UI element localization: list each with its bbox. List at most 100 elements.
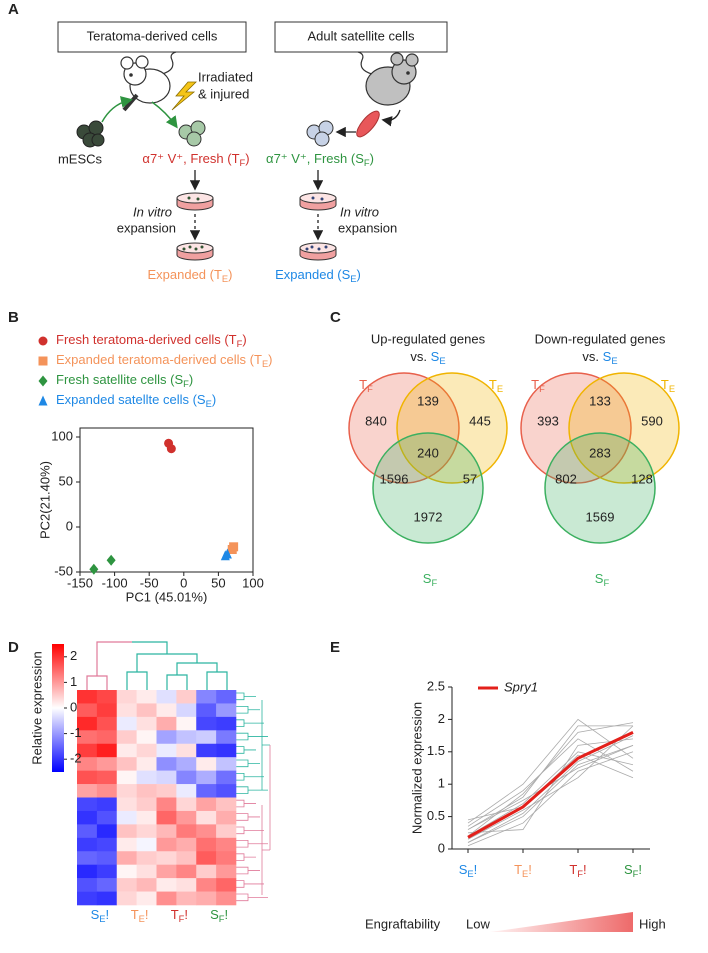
diagram-icons bbox=[57, 21, 448, 261]
heatmap-cell bbox=[196, 824, 217, 839]
diagram-label: mESCs bbox=[58, 151, 103, 166]
x-tick-label-text: S bbox=[210, 907, 219, 922]
gene-line bbox=[467, 718, 634, 824]
heatmap-cell bbox=[216, 770, 237, 785]
venn-count: 445 bbox=[469, 413, 491, 428]
legend-label-text: Expanded teratoma-derived cells (T bbox=[56, 352, 262, 367]
venn-set-label: TF bbox=[531, 377, 545, 394]
venn-subtitle-sub: E bbox=[611, 356, 617, 366]
heatmap-cell bbox=[116, 851, 137, 865]
heatmap-cell bbox=[176, 730, 197, 745]
heatmap-cell bbox=[77, 730, 98, 745]
legend-label-end: ) bbox=[212, 392, 216, 407]
heatmap-cell bbox=[96, 757, 118, 771]
colorbar-tick-label: -2 bbox=[70, 751, 82, 766]
heatmap-cell bbox=[156, 891, 177, 906]
heatmap-cell bbox=[96, 797, 118, 812]
x-tick-label: -50 bbox=[140, 575, 159, 590]
point bbox=[106, 554, 116, 566]
diagram-label: Expanded (TE) bbox=[147, 267, 232, 284]
legend-label: Expanded teratoma-derived cells (TE) bbox=[56, 352, 273, 369]
heatmap-cell bbox=[77, 878, 98, 892]
point bbox=[89, 563, 99, 575]
heatmap-cell bbox=[116, 770, 137, 785]
mouse-icon bbox=[357, 51, 419, 106]
venn-set-label-sub: E bbox=[669, 384, 675, 394]
diagram-label-text: Expanded (S bbox=[275, 267, 350, 282]
heatmap-cell bbox=[156, 824, 177, 839]
muscle bbox=[356, 110, 380, 138]
panel-label: D bbox=[8, 639, 19, 656]
venn-subtitle-text: S bbox=[431, 349, 440, 364]
diagram-label-end: ) bbox=[370, 151, 374, 166]
x-tick-label: -100 bbox=[102, 575, 128, 590]
gene-line bbox=[467, 738, 634, 827]
venn-count: 1596 bbox=[380, 471, 409, 486]
heatmap-cell bbox=[77, 703, 98, 718]
venn-count: 57 bbox=[463, 471, 477, 486]
heatmap-cell bbox=[156, 784, 177, 798]
heatmap-cell bbox=[196, 703, 217, 718]
heatmap-cell bbox=[216, 757, 237, 771]
heatmap-cell bbox=[136, 757, 157, 771]
diagram-label: expansion bbox=[117, 220, 176, 235]
diagram-label: Teratoma-derived cells bbox=[87, 28, 218, 43]
x-tick-label: TF! bbox=[569, 862, 586, 879]
venn-subtitle-pre: vs. bbox=[582, 349, 602, 364]
x-tick-label-sub: F bbox=[577, 869, 583, 879]
point bbox=[166, 444, 176, 454]
heatmap-cell bbox=[116, 878, 137, 892]
dish-icon bbox=[176, 192, 337, 261]
heatmap-cell bbox=[136, 730, 157, 745]
x-tick-label-text: S bbox=[91, 907, 100, 922]
heatmap-cell bbox=[196, 716, 217, 731]
x-tick-label-text: T bbox=[514, 862, 522, 877]
heatmap-cell bbox=[216, 878, 237, 892]
x-axis-label: PC1 (45.01%) bbox=[126, 589, 208, 604]
heatmap-cell bbox=[96, 851, 118, 865]
heatmap-cell bbox=[176, 784, 197, 798]
x-tick-label-end: ! bbox=[583, 862, 587, 877]
colorbar-tick-label: 1 bbox=[70, 674, 77, 689]
diagram-label: Expanded (SE) bbox=[275, 267, 361, 284]
heatmap-cell bbox=[196, 878, 217, 892]
annotation: High bbox=[639, 916, 666, 931]
venn-title: Up-regulated genes bbox=[371, 331, 486, 346]
legend-label: Fresh teratoma-derived cells (TF) bbox=[56, 332, 247, 349]
legend-marker bbox=[38, 395, 48, 406]
heatmap-cell bbox=[96, 784, 118, 798]
venn-set-label: SF bbox=[595, 571, 610, 588]
heatmap-cell bbox=[96, 864, 118, 879]
heatmap-cell bbox=[96, 878, 118, 892]
heatmap-cell bbox=[156, 757, 177, 771]
heatmap-cell bbox=[136, 784, 157, 798]
venn-set bbox=[568, 372, 680, 484]
heatmap-cell bbox=[216, 730, 237, 745]
heatmap-cell bbox=[116, 743, 137, 758]
annotation: Engraftability bbox=[365, 916, 441, 931]
legend-label: Expanded satellte cells (SE) bbox=[56, 392, 216, 409]
heatmap-cell bbox=[196, 730, 217, 745]
legend-label-end: ) bbox=[242, 332, 246, 347]
y-tick-label: 2 bbox=[438, 711, 445, 726]
diagram-label-sub: E bbox=[350, 274, 356, 284]
heatmap-cell bbox=[156, 743, 177, 758]
venn-subtitle-pre: vs. bbox=[410, 349, 430, 364]
x-tick-label-end: ! bbox=[474, 862, 478, 877]
heatmap-cell bbox=[156, 864, 177, 879]
diagram-label: Irradiated bbox=[198, 69, 253, 84]
venn-set-label: TE bbox=[661, 377, 675, 394]
venn-count: 590 bbox=[641, 413, 663, 428]
heatmap-cell bbox=[176, 770, 197, 785]
x-tick-label-text: S bbox=[624, 862, 633, 877]
annotation: Low bbox=[466, 916, 490, 931]
venn-set bbox=[520, 372, 632, 484]
x-tick-label-text: T bbox=[569, 862, 577, 877]
y-tick-label: 100 bbox=[51, 428, 73, 443]
heatmap-cell bbox=[116, 891, 137, 906]
heatmap-cell bbox=[96, 837, 118, 852]
venn-set bbox=[372, 432, 484, 544]
box bbox=[274, 21, 448, 53]
heatmap-cell bbox=[116, 810, 137, 825]
heatmap-cell bbox=[196, 743, 217, 758]
